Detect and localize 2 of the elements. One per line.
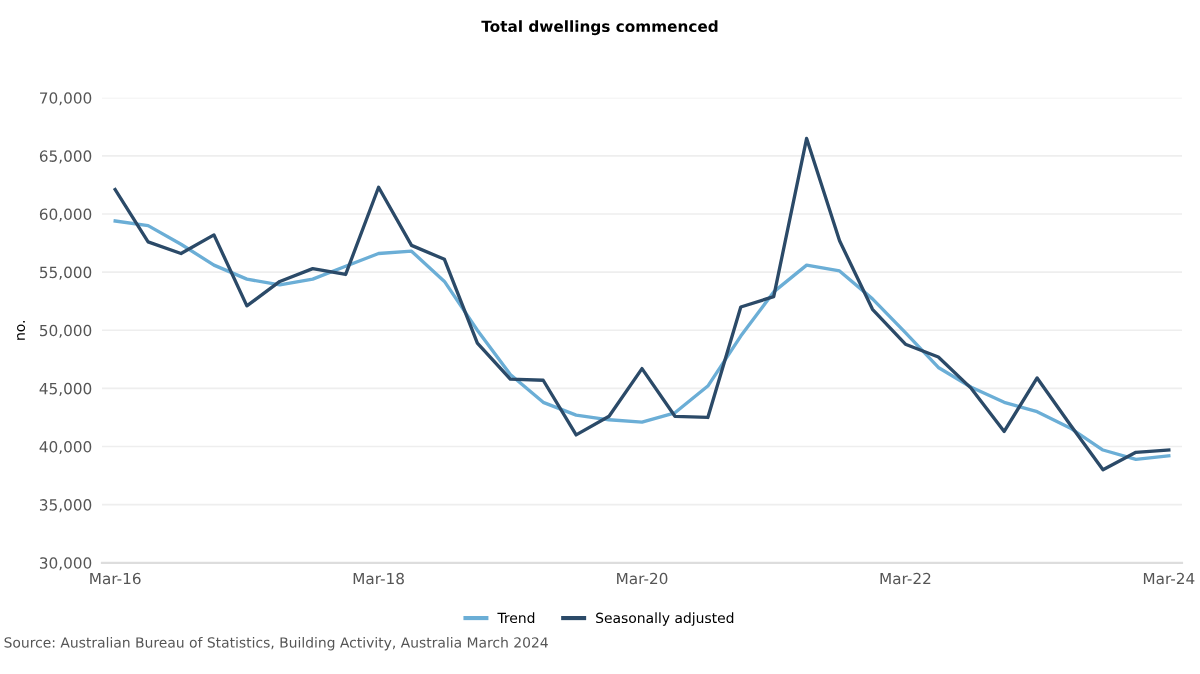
line-series xyxy=(113,219,1171,461)
line-series xyxy=(113,136,1171,472)
